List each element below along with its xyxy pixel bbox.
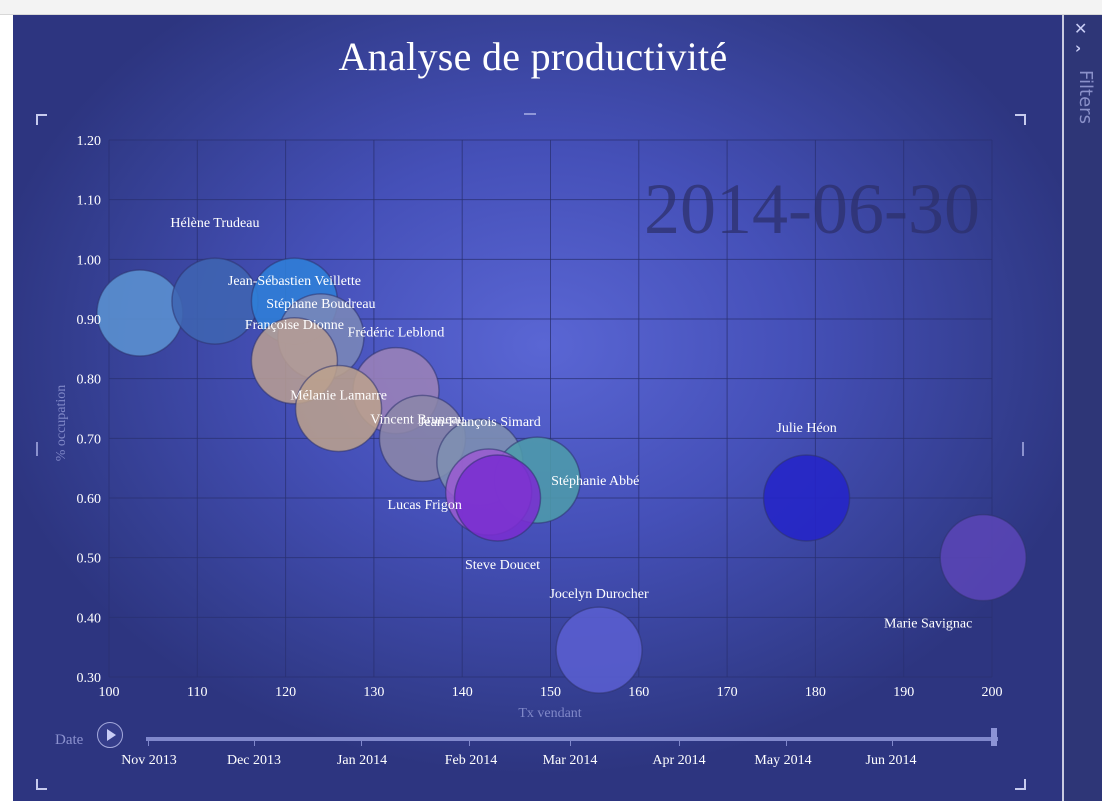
frame-corner-bottom-left [36,779,47,790]
bubble-label: Françoise Dionne [245,318,344,333]
bubble-labels: Hélène Trudeau Jean-Sébastien Veillette St… [170,216,972,632]
timeline-tick [679,741,680,746]
chart-panel: Analyse de productivité 2014-06-30 Hélèn… [13,15,1062,801]
x-tick-label: 110 [187,685,207,700]
y-axis-label: % occupation [54,385,69,462]
bubble[interactable] [762,454,851,542]
bubble[interactable] [96,269,184,357]
x-tick-label: 180 [805,685,826,700]
bubble-label: Hélène Trudeau [170,216,259,231]
timeline-slider[interactable] [146,737,998,741]
x-tick-label: 190 [893,685,914,700]
y-tick-label: 1.00 [77,253,102,268]
timeline-tick [469,741,470,746]
y-tick-label: 1.20 [77,134,102,149]
window-top-strip [0,0,1102,15]
y-tick-label: 0.50 [77,552,102,567]
axis-ticks: 100 110 120 130 140 150 160 170 180 190 200 0.30 0.4… [77,134,1003,700]
timeline-month-label: May 2014 [754,753,812,768]
bubble-chart: 2014-06-30 Hélène Trudeau Jean-Sébastien … [36,113,1027,721]
y-tick-label: 0.40 [77,611,102,626]
bubble[interactable] [294,364,383,453]
x-tick-label: 160 [628,685,649,700]
x-tick-label: 140 [452,685,473,700]
timeline-month-label: Dec 2013 [226,753,282,768]
chart-title: Analyse de productivité [338,34,728,79]
chevron-right-icon[interactable]: › [1075,39,1082,57]
timeline-month-label: Nov 2013 [121,753,177,768]
timeline-tick [570,741,571,746]
y-tick-label: 0.80 [77,373,102,388]
frame-corner-bottom-right [1015,779,1026,790]
filters-label[interactable]: Filters [1075,70,1096,124]
date-watermark: 2014-06-30 [644,169,980,249]
play-button[interactable] [97,722,123,748]
bubble-label: Mélanie Lamarre [290,389,387,404]
bubble-label: Frédéric Leblond [348,326,445,341]
y-tick-label: 0.30 [77,671,102,686]
x-tick-label: 170 [717,685,738,700]
timeline-tick [148,741,149,746]
y-tick-label: 0.70 [77,432,102,447]
bubble-label: Jean-Sébastien Veillette [228,274,361,289]
timeline-month-label: Apr 2014 [652,753,706,768]
x-tick-label: 200 [982,685,1003,700]
x-tick-label: 130 [363,685,384,700]
bubble[interactable] [453,454,542,542]
timeline-tick [892,741,893,746]
timeline-month-label: Jan 2014 [336,753,388,768]
timeline-month-label: Mar 2014 [542,753,598,768]
bubbles [96,257,1027,694]
x-axis-label: Tx vendant [518,706,581,721]
y-tick-label: 0.60 [77,492,102,507]
bubble-label: Stéphane Boudreau [266,297,375,312]
bubble-label: Steve Doucet [465,558,540,573]
filters-panel: ✕ › Filters [1062,15,1102,801]
bubble-label: Jocelyn Durocher [549,587,648,602]
bubble[interactable] [939,513,1027,602]
bubble-label: Stéphanie Abbé [551,474,639,489]
y-tick-label: 0.90 [77,313,102,328]
x-tick-label: 150 [540,685,561,700]
bubble-label: Vincent Bruneau [370,412,464,427]
timeline-date-label: Date [55,732,84,748]
timeline-month-label: Jun 2014 [865,753,917,768]
play-icon [107,729,116,741]
x-tick-label: 120 [275,685,296,700]
timeline-tick [361,741,362,746]
bubble-label: Lucas Frigon [388,498,462,513]
bubble-label: Marie Savignac [884,617,972,632]
frame-corner-top-right [1015,114,1026,125]
timeline-month-label: Feb 2014 [444,753,498,768]
y-tick-label: 1.10 [77,194,102,209]
timeline-tick [786,741,787,746]
timeline-tick [254,741,255,746]
x-tick-label: 100 [99,685,120,700]
bubble-label: Jean-François Simard [419,415,541,430]
timeline-slider-handle[interactable] [991,728,997,746]
frame-corner-top-left [36,114,47,125]
bubble[interactable] [555,606,643,694]
bubble-label: Julie Héon [776,421,836,436]
close-icon[interactable]: ✕ [1074,19,1088,38]
